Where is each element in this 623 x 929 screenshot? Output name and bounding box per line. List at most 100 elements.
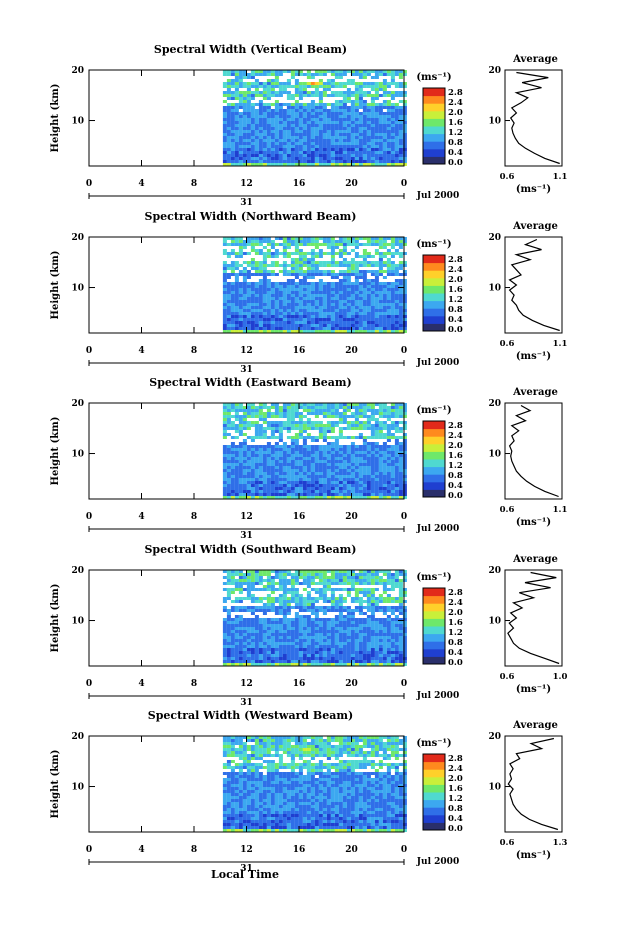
heatmap-cell: [346, 630, 351, 633]
heatmap-cell: [398, 597, 403, 600]
heatmap-cell: [278, 118, 283, 121]
heatmap-cell: [382, 436, 387, 439]
heatmap-cell: [358, 82, 363, 85]
heatmap-cell: [394, 154, 399, 157]
heatmap-cell: [366, 427, 371, 430]
heatmap-cell: [282, 421, 287, 424]
heatmap-cell: [366, 127, 371, 130]
heatmap-cell: [374, 97, 379, 100]
heatmap-cell: [354, 472, 359, 475]
heatmap-cell: [258, 288, 263, 291]
heatmap-cell: [338, 130, 343, 133]
heatmap-cell: [254, 496, 259, 499]
heatmap-cell: [226, 282, 231, 285]
heatmap-cell: [362, 460, 367, 463]
heatmap-cell: [398, 415, 403, 418]
heatmap-cell: [306, 309, 311, 312]
heatmap-cell: [366, 472, 371, 475]
heatmap-cell: [322, 163, 327, 166]
heatmap-cell: [274, 490, 279, 493]
heatmap-cell: [278, 588, 283, 591]
heatmap-cell: [262, 106, 267, 109]
heatmap-cell: [310, 600, 315, 603]
heatmap-cell: [262, 264, 267, 267]
heatmap-cell: [258, 436, 263, 439]
heatmap-cell: [290, 76, 295, 79]
heatmap-cell: [398, 327, 403, 330]
date-label: Jul 2000: [416, 358, 459, 368]
heatmap-cell: [246, 273, 251, 276]
heatmap-cell: [282, 570, 287, 573]
heatmap-cell: [242, 457, 247, 460]
heatmap-cell: [314, 415, 319, 418]
heatmap-cell: [346, 469, 351, 472]
heatmap-cell: [266, 312, 271, 315]
heatmap-cell: [250, 466, 255, 469]
heatmap-cell: [270, 240, 275, 243]
heatmap-cell: [358, 484, 363, 487]
heatmap-cell: [370, 288, 375, 291]
heatmap-cell: [350, 121, 355, 124]
heatmap-cell: [310, 436, 315, 439]
heatmap-cell: [258, 70, 263, 73]
heatmap-cell: [338, 460, 343, 463]
heatmap-cell: [382, 73, 387, 76]
heatmap-cell: [382, 606, 387, 609]
heatmap-cell: [298, 436, 303, 439]
heatmap-cell: [330, 430, 335, 433]
heatmap-cell: [374, 627, 379, 630]
heatmap-cell: [230, 478, 235, 481]
heatmap-cell: [298, 621, 303, 624]
heatmap-cell: [298, 454, 303, 457]
heatmap-cell: [378, 282, 383, 285]
colorbar-tick-label: 2.0: [448, 441, 463, 451]
heatmap-cell: [390, 636, 395, 639]
heatmap-cell: [330, 582, 335, 585]
heatmap-cell: [274, 318, 279, 321]
heatmap-cell: [350, 264, 355, 267]
heatmap-cell: [230, 249, 235, 252]
heatmap-cells: [222, 70, 407, 166]
heatmap-cell: [326, 454, 331, 457]
heatmap-cell: [346, 324, 351, 327]
heatmap-cell: [370, 76, 375, 79]
heatmap-cell: [270, 297, 275, 300]
heatmap-cell: [290, 112, 295, 115]
heatmap-cell: [270, 109, 275, 112]
heatmap-cell: [282, 585, 287, 588]
heatmap-cell: [374, 91, 379, 94]
heatmap-cell: [330, 73, 335, 76]
heatmap-cell: [314, 88, 319, 91]
heatmap-cell: [318, 639, 323, 642]
date-label: Jul 2000: [416, 191, 459, 201]
heatmap-cell: [230, 318, 235, 321]
heatmap-cell: [250, 130, 255, 133]
heatmap-cell: [334, 621, 339, 624]
heatmap-cell: [290, 300, 295, 303]
heatmap-cell: [290, 421, 295, 424]
heatmap-cell: [250, 157, 255, 160]
heatmap-cell: [398, 73, 403, 76]
heatmap-cell: [386, 466, 391, 469]
heatmap-cell: [402, 490, 407, 493]
heatmap-cell: [370, 448, 375, 451]
heatmap-cell: [346, 624, 351, 627]
heatmap-cell: [302, 315, 307, 318]
heatmap-cell: [282, 103, 287, 106]
heatmap-cell: [290, 466, 295, 469]
heatmap-cell: [374, 136, 379, 139]
heatmap-cell: [242, 618, 247, 621]
heatmap-cell: [294, 481, 299, 484]
heatmap-cell: [378, 493, 383, 496]
heatmap-cell: [238, 597, 243, 600]
heatmap-cell: [278, 570, 283, 573]
heatmap-cell: [314, 267, 319, 270]
heatmap-cell: [302, 139, 307, 142]
heatmap-cell: [286, 82, 291, 85]
heatmap-cell: [254, 154, 259, 157]
heatmap-cell: [290, 115, 295, 118]
heatmap-cell: [398, 124, 403, 127]
heatmap-cell: [238, 433, 243, 436]
heatmap-cell: [274, 130, 279, 133]
heatmap-cell: [334, 115, 339, 118]
